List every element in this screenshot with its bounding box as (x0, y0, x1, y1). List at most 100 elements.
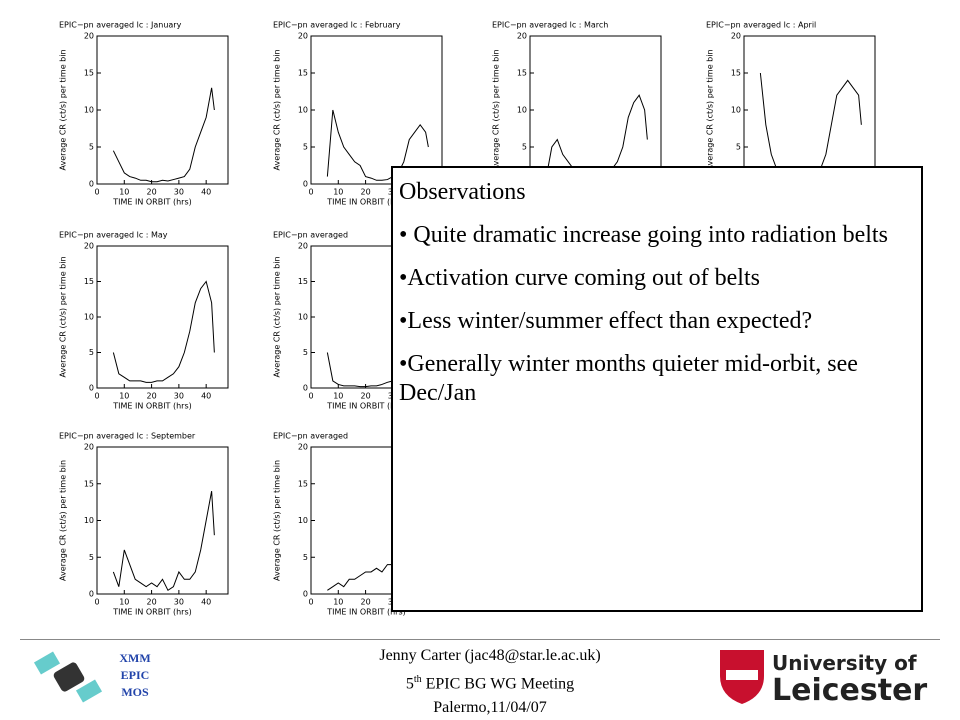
y-tick-label: 10 (298, 106, 308, 115)
y-tick-label: 20 (298, 242, 308, 251)
light-curve (112, 280, 215, 383)
x-tick-label: 10 (333, 392, 343, 401)
y-tick-label: 10 (298, 313, 308, 322)
y-tick-label: 5 (303, 143, 308, 152)
plot-frame (743, 35, 876, 185)
bullet: •Activation curve coming out of belts (399, 265, 760, 291)
chart-title: EPIC−pn averaged lc : March (492, 21, 608, 30)
x-axis-label: TIME IN ORBIT (hrs) (112, 608, 192, 617)
y-tick-label: 15 (298, 69, 308, 78)
x-tick-label: 10 (119, 392, 129, 401)
y-tick-label: 20 (84, 443, 94, 452)
x-tick-label: 0 (94, 392, 99, 401)
y-tick-label: 20 (517, 32, 527, 41)
x-tick-label: 0 (308, 188, 313, 197)
mini-chart: EPIC−pn averaged lc : September 0 5 10 15 20 0… (59, 432, 229, 617)
y-tick-label: 10 (298, 516, 308, 525)
x-axis-label: TIME IN ORBIT (hrs) (112, 402, 192, 411)
y-axis-label: Average CR (ct/s) per time bin (273, 49, 282, 170)
shield-band (726, 670, 758, 680)
y-tick-label: 10 (84, 106, 94, 115)
y-axis-label: Average CR (ct/s) per time bin (492, 49, 501, 170)
y-tick-label: 10 (731, 106, 741, 115)
mini-chart: EPIC−pn averaged lc : January 0 5 10 15 20 0 10… (59, 21, 229, 207)
x-tick-label: 40 (201, 188, 211, 197)
y-tick-label: 10 (84, 313, 94, 322)
x-axis-label: TIME IN ORBIT (hrs) (326, 402, 406, 411)
text: XMM (119, 651, 151, 665)
x-tick-label: 20 (360, 598, 370, 607)
chart-title: EPIC−pn averaged (273, 231, 348, 240)
bullet: •Generally winter months quieter mid-orb… (399, 351, 858, 406)
x-tick-label: 20 (146, 188, 156, 197)
logo-line2: Leicester (772, 673, 927, 706)
bullet: •Less winter/summer effect than expected… (399, 308, 813, 334)
x-tick-label: 40 (201, 598, 211, 607)
x-tick-label: 0 (94, 598, 99, 607)
y-tick-label: 15 (84, 277, 94, 286)
plot-frame (96, 35, 229, 185)
y-tick-label: 0 (303, 180, 308, 189)
y-axis-label: Average CR (ct/s) per time bin (59, 460, 68, 581)
plot-frame (310, 35, 443, 185)
y-tick-label: 15 (84, 69, 94, 78)
observations-box: Observations • Quite dramatic increase g… (391, 166, 923, 612)
y-tick-label: 5 (89, 553, 94, 562)
x-tick-label: 0 (308, 392, 313, 401)
text: th (413, 674, 422, 685)
y-tick-label: 15 (298, 277, 308, 286)
text: MOS (121, 685, 149, 699)
plot-frame (96, 446, 229, 595)
x-tick-label: 0 (308, 598, 313, 607)
light-curve (112, 87, 215, 183)
y-tick-label: 0 (89, 590, 94, 599)
y-tick-label: 5 (736, 143, 741, 152)
light-curve (112, 491, 215, 592)
x-tick-label: 20 (146, 598, 156, 607)
y-tick-label: 20 (298, 32, 308, 41)
place-date: Palermo,11/04/07 (433, 699, 547, 717)
x-tick-label: 30 (174, 392, 184, 401)
text: 5 (405, 675, 414, 693)
footer-text: Jenny Carter (jac48@star.le.ac.uk) 5th E… (300, 644, 680, 720)
author: Jenny Carter (jac48@star.le.ac.uk) (379, 647, 601, 664)
mini-chart: EPIC−pn averaged lc : May 0 5 10 15 20 0 10 20 30… (59, 231, 229, 411)
y-axis-label: Average CR (ct/s) per time bin (273, 256, 282, 377)
x-tick-label: 0 (94, 188, 99, 197)
chart-title: EPIC−pn averaged lc : January (59, 21, 182, 30)
light-curve (759, 72, 862, 179)
y-tick-label: 5 (522, 143, 527, 152)
university-logo: University of Leicester (720, 650, 927, 706)
bullet: • Quite dramatic increase going into rad… (399, 222, 888, 248)
chart-title: EPIC−pn averaged lc : April (706, 21, 816, 30)
y-tick-label: 0 (303, 590, 308, 599)
chart-title: EPIC−pn averaged lc : May (59, 231, 168, 240)
y-tick-label: 20 (298, 443, 308, 452)
y-tick-label: 0 (89, 384, 94, 393)
y-tick-label: 5 (89, 348, 94, 357)
x-tick-label: 20 (146, 392, 156, 401)
y-tick-label: 10 (84, 516, 94, 525)
chart-title: EPIC−pn averaged (273, 432, 348, 441)
x-tick-label: 10 (119, 188, 129, 197)
logo-line1: University of (772, 651, 917, 675)
y-axis-label: Average CR (ct/s) per time bin (273, 460, 282, 581)
x-axis-label: TIME IN ORBIT (hrs) (326, 198, 406, 207)
x-tick-label: 10 (333, 598, 343, 607)
y-tick-label: 15 (517, 69, 527, 78)
x-axis-label: TIME IN ORBIT (hrs) (112, 198, 192, 207)
y-tick-label: 20 (84, 242, 94, 251)
y-tick-label: 20 (731, 32, 741, 41)
y-axis-label: Average CR (ct/s) per time bin (59, 256, 68, 377)
y-tick-label: 0 (303, 384, 308, 393)
y-tick-label: 0 (89, 180, 94, 189)
x-tick-label: 10 (119, 598, 129, 607)
y-tick-label: 20 (84, 32, 94, 41)
footer-rule (20, 639, 940, 640)
plot-frame (529, 35, 662, 185)
y-tick-label: 5 (89, 143, 94, 152)
x-tick-label: 20 (360, 392, 370, 401)
x-tick-label: 10 (333, 188, 343, 197)
x-tick-label: 30 (174, 598, 184, 607)
